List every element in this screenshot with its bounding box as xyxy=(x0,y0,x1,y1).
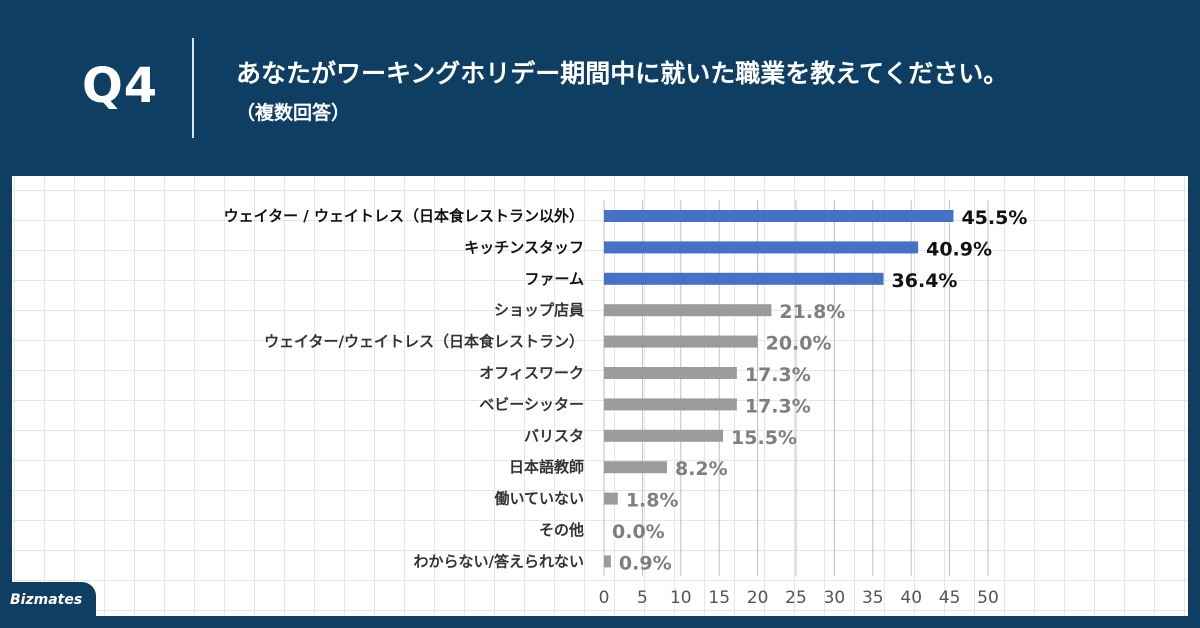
category-label: わからない/答えられない xyxy=(414,552,584,570)
bar xyxy=(604,210,954,222)
bar-chart: 0 5 10 15 20 25 30 35 40 45 50 ウェイター / ウェイトレス（日本食レス… xyxy=(224,200,1027,608)
x-tick-label: 5 xyxy=(637,588,648,608)
category-label: ショップ店員 xyxy=(494,301,584,319)
category-label: 日本語教師 xyxy=(509,458,584,476)
x-tick-label: 0 xyxy=(599,588,610,608)
bar xyxy=(604,398,737,411)
value-label: 0.9% xyxy=(619,552,672,574)
value-label: 36.4% xyxy=(892,270,958,292)
question-title: あなたがワーキングホリデー期間中に就いた職業を教えてください。 xyxy=(236,59,1009,88)
value-label: 8.2% xyxy=(675,458,728,480)
category-label: ウェイター / ウェイトレス（日本食レストラン以外） xyxy=(224,207,584,225)
question-number: Q4 xyxy=(82,58,159,114)
value-label: 17.3% xyxy=(745,395,811,417)
x-tick-label: 25 xyxy=(785,588,807,608)
bar xyxy=(604,241,919,254)
category-label: 働いていない xyxy=(493,490,584,508)
bar xyxy=(604,304,772,317)
value-label: 40.9% xyxy=(926,238,992,260)
brand-logo: Bizmates xyxy=(0,582,96,618)
value-label: 21.8% xyxy=(779,301,845,323)
bar xyxy=(604,492,618,505)
bar xyxy=(604,335,758,348)
bar xyxy=(604,429,724,442)
x-tick-label: 50 xyxy=(977,588,999,608)
category-label: ウェイター/ウェイトレス（日本食レストラン） xyxy=(264,333,584,351)
value-label: 17.3% xyxy=(745,364,811,386)
question-subtitle: （複数回答） xyxy=(236,102,351,124)
x-tick-label: 15 xyxy=(708,588,730,608)
value-label: 15.5% xyxy=(731,427,797,449)
value-label: 0.0% xyxy=(612,521,665,543)
x-tick-label: 20 xyxy=(747,588,769,608)
bar xyxy=(604,555,611,568)
category-label: オフィスワーク xyxy=(479,364,584,382)
bar xyxy=(604,367,737,379)
header-divider xyxy=(192,38,194,138)
category-label: ファーム xyxy=(524,270,584,288)
value-label: 20.0% xyxy=(766,333,832,355)
bar xyxy=(604,272,884,285)
x-tick-label: 10 xyxy=(670,588,692,608)
value-label: 1.8% xyxy=(626,490,679,512)
category-label: ベビーシッター xyxy=(479,395,584,413)
bar xyxy=(604,461,667,474)
value-label: 45.5% xyxy=(961,207,1027,229)
category-label: キッチンスタッフ xyxy=(464,238,584,256)
logo-text: Bizmates xyxy=(10,592,83,608)
x-tick-label: 35 xyxy=(862,588,884,608)
header-banner: Q4 あなたがワーキングホリデー期間中に就いた職業を教えてください。 （複数回答… xyxy=(0,0,1200,176)
chart-panel: 0 5 10 15 20 25 30 35 40 45 50 ウェイター / ウェイトレス（日本食レス… xyxy=(12,176,1188,616)
x-tick-label: 45 xyxy=(939,588,961,608)
category-label: バリスタ xyxy=(524,427,584,445)
category-label: その他 xyxy=(539,521,584,539)
x-tick-label: 40 xyxy=(900,588,922,608)
x-tick-label: 30 xyxy=(824,588,846,608)
